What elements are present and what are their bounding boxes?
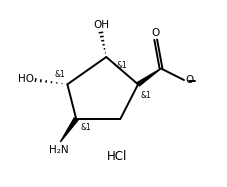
Text: O: O [184, 75, 192, 85]
Polygon shape [136, 68, 160, 86]
Text: HO: HO [18, 74, 34, 84]
Text: H₂N: H₂N [49, 145, 68, 155]
Text: &1: &1 [116, 61, 127, 70]
Polygon shape [60, 118, 78, 142]
Text: OH: OH [93, 20, 109, 30]
Text: O: O [151, 27, 159, 38]
Text: &1: &1 [80, 122, 91, 131]
Text: &1: &1 [140, 91, 151, 100]
Text: HCl: HCl [106, 150, 126, 163]
Text: &1: &1 [55, 70, 65, 79]
